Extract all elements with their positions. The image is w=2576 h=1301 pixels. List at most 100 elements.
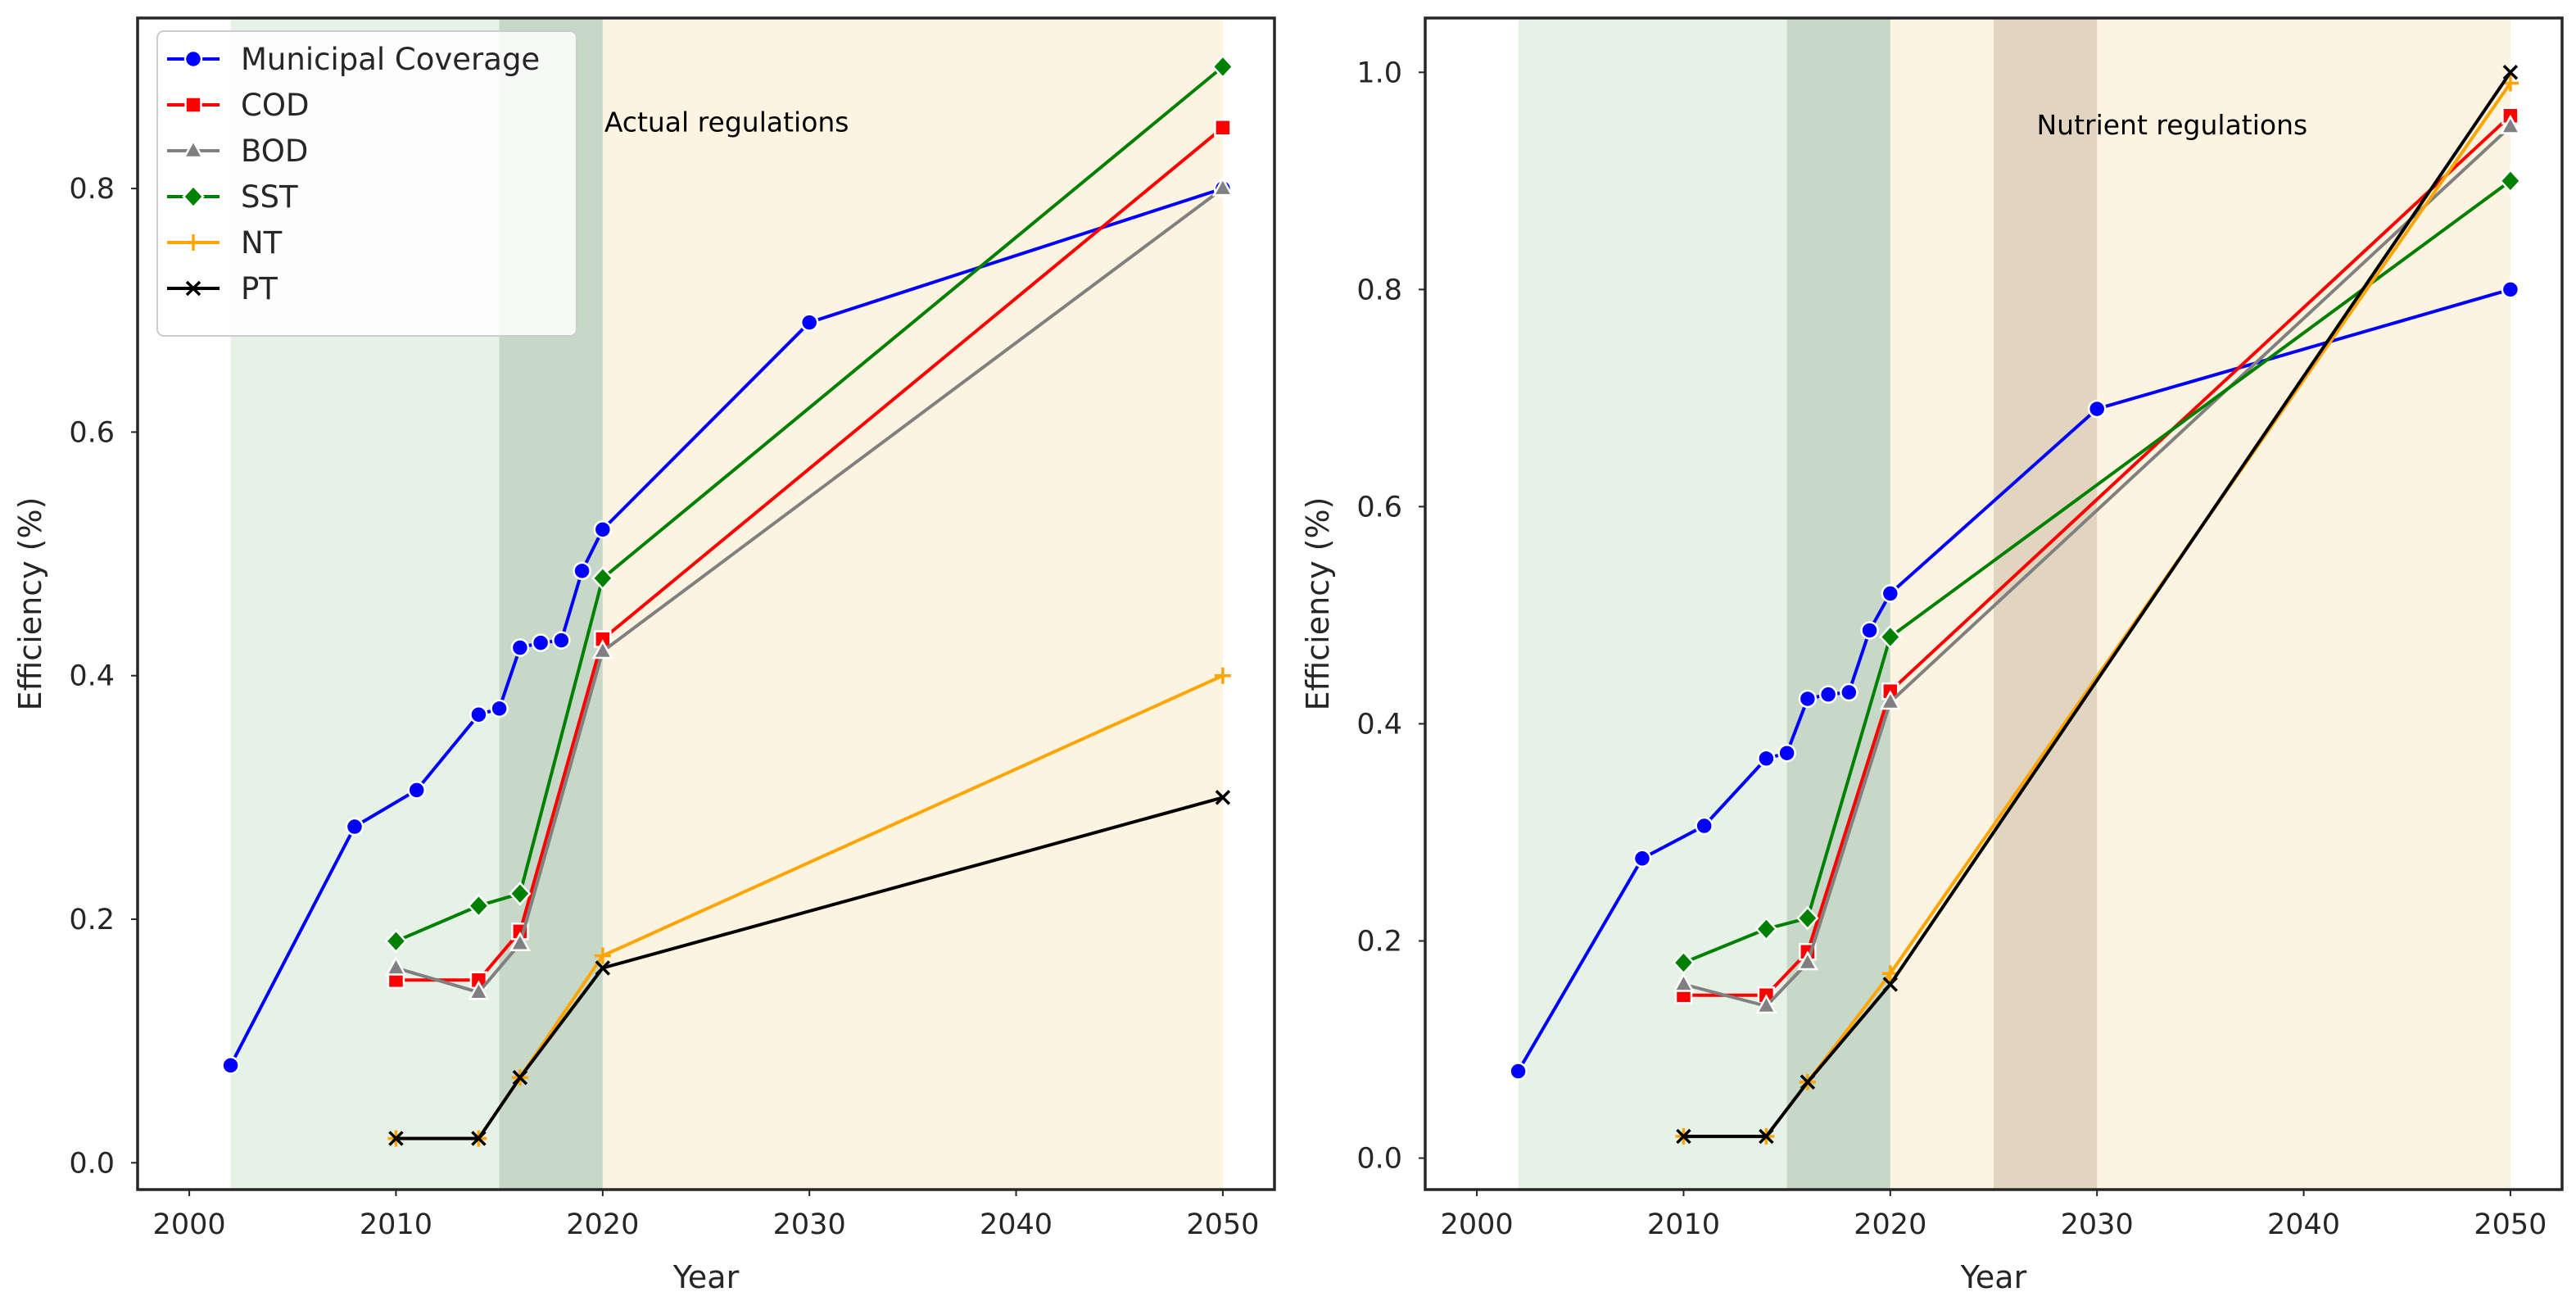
right-point-municipal-coverage [2501, 280, 2520, 299]
left-x-tick-label: 2030 [773, 1208, 846, 1241]
left-y-tick-label: 0.0 [69, 1147, 115, 1180]
left-point-cod [1214, 119, 1232, 137]
right-point-municipal-coverage [1695, 816, 1714, 836]
left-point-municipal-coverage [221, 1056, 240, 1075]
left-point-pt [512, 1070, 528, 1086]
legend-label-nt: NT [241, 225, 283, 261]
legend-marker-cod [184, 96, 202, 114]
left-point-pt [1215, 790, 1231, 805]
right-point-sst [1754, 917, 1778, 941]
legend-item-municipal-coverage: Municipal Coverage [167, 42, 540, 77]
left-point-pt [471, 1131, 487, 1146]
left-x-tick-label: 2010 [360, 1208, 432, 1241]
left-point-municipal-coverage [552, 631, 571, 650]
left-point-municipal-coverage [407, 781, 426, 800]
left-line-municipal-coverage [229, 187, 1224, 1067]
legend: Municipal Coverage COD BOD SST NT PT [156, 30, 577, 337]
right-point-bod [1673, 972, 1695, 992]
legend-label-municipal-coverage: Municipal Coverage [241, 42, 540, 77]
right-point-municipal-coverage [1632, 849, 1652, 868]
right-point-pt [2502, 65, 2519, 80]
right-y-tick-label: 0.2 [1356, 926, 1402, 959]
right-y-tick-label: 0.8 [1356, 274, 1402, 306]
left-series-pt [388, 790, 1231, 1146]
left-point-municipal-coverage [573, 561, 591, 581]
legend-item-cod: COD [167, 88, 309, 123]
left-point-nt [1214, 667, 1231, 684]
left-shaded-span-2 [602, 18, 1223, 1190]
left-series-cod [387, 119, 1232, 990]
right-y-tick-label: 0.4 [1356, 708, 1402, 741]
right-annotation: Nutrient regulations [2036, 109, 2307, 141]
right-point-municipal-coverage [1881, 584, 1900, 603]
left-point-sst [1211, 54, 1234, 79]
left-series-municipal-coverage [221, 179, 1233, 1075]
right-y-tick-label: 0.0 [1356, 1143, 1402, 1176]
right-plot-background [1425, 18, 2562, 1190]
left-point-bod [385, 955, 407, 976]
right-point-municipal-coverage [1840, 682, 1858, 702]
left-point-municipal-coverage [490, 699, 509, 718]
right-point-municipal-coverage [1798, 689, 1818, 709]
right-y-tick-label: 1.0 [1356, 57, 1402, 89]
left-point-municipal-coverage [799, 313, 819, 332]
left-point-municipal-coverage [469, 705, 488, 724]
right-point-sst [2499, 168, 2522, 193]
right-point-bod [2499, 114, 2522, 134]
left-y-tick-label: 0.6 [69, 416, 115, 449]
right-series-pt [1676, 65, 2519, 1145]
right-point-bod [1879, 690, 1901, 710]
right-point-bod [1755, 994, 1777, 1014]
left-x-tick-label: 2050 [1186, 1208, 1259, 1241]
left-point-sst [591, 565, 614, 591]
right-y-tick-label: 0.6 [1356, 491, 1402, 524]
left-point-sst [384, 928, 408, 954]
right-point-pt [1759, 1128, 1774, 1145]
legend-marker-pt [185, 280, 201, 297]
legend-label-cod: COD [241, 88, 309, 123]
right-shaded-span-3 [1994, 18, 2098, 1190]
right-x-tick-label: 2010 [1647, 1208, 1720, 1241]
left-point-bod [509, 932, 531, 951]
legend-label-sst: SST [241, 179, 298, 215]
right-point-sst [1879, 624, 1902, 650]
left-point-municipal-coverage [593, 520, 613, 539]
left-x-axis-label: Year [672, 1259, 740, 1295]
legend-box [156, 30, 577, 337]
left-point-sst [467, 893, 491, 918]
legend-marker-sst [182, 184, 205, 209]
right-point-municipal-coverage [1860, 621, 1879, 640]
right-x-axis-label: Year [1960, 1259, 2027, 1295]
legend-item-sst: SST [167, 179, 298, 215]
left-x-tick-label: 2000 [153, 1208, 226, 1241]
legend-item-pt: PT [167, 271, 278, 306]
legend-marker-municipal-coverage [183, 49, 203, 69]
left-point-nt [594, 947, 611, 964]
left-point-pt [595, 960, 611, 976]
right-line-municipal-coverage [1516, 288, 2511, 1072]
legend-marker-bod [182, 138, 205, 159]
right-point-bod [1796, 950, 1818, 971]
left-point-sst [509, 881, 532, 906]
right-x-tick-label: 2050 [2474, 1208, 2547, 1241]
right-chart-panel: 2000 2010 2020 2030 2040 2050 0.0 0.2 0.4 0.6 0.8 1… [1300, 16, 2564, 1295]
right-point-pt [1800, 1074, 1816, 1090]
left-y-axis-label: Efficiency (%) [12, 497, 48, 711]
left-axes-frame [136, 16, 1276, 1191]
left-point-municipal-coverage [531, 633, 550, 652]
left-point-bod [1211, 176, 1234, 197]
right-x-tick-label: 2030 [2061, 1208, 2134, 1241]
right-series-sst [1672, 168, 2522, 975]
left-y-tick-label: 0.2 [69, 904, 115, 936]
right-x-tick-label: 2000 [1441, 1208, 1514, 1241]
left-annotation: Actual regulations [604, 106, 849, 138]
left-y-tick-label: 0.8 [69, 173, 115, 206]
right-x-tick-label: 2040 [2267, 1208, 2340, 1241]
left-point-municipal-coverage [510, 638, 530, 657]
right-point-municipal-coverage [1509, 1062, 1528, 1081]
right-series-municipal-coverage [1509, 280, 2520, 1081]
left-chart-panel: 2000 2010 2020 2030 2040 2050 0.0 0.2 0.4 0.6 0.8 Y… [12, 16, 1276, 1295]
left-x-tick-label: 2020 [566, 1208, 639, 1241]
right-shaded-span-1 [1786, 18, 1890, 1190]
right-series-bod [1673, 114, 2522, 1014]
